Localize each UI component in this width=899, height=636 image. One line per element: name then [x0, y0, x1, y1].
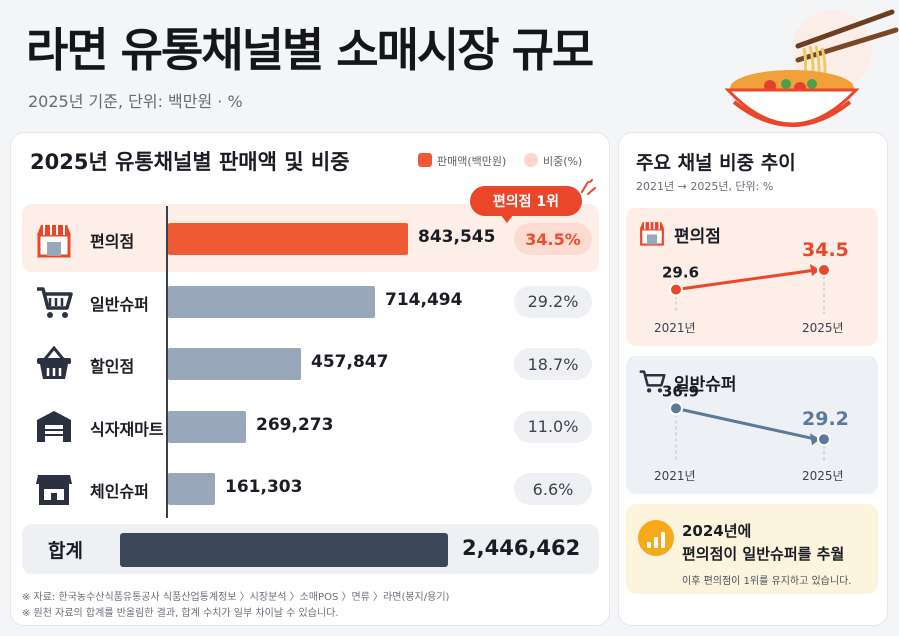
- point-end: [817, 263, 831, 277]
- y-axis-line: [166, 206, 168, 518]
- channel-label: 할인점: [90, 357, 135, 376]
- super-line-chart: 36.9 29.2 2021년 2025년: [654, 382, 849, 483]
- legend-swatch-share: [524, 153, 538, 167]
- bar-1: [168, 285, 375, 318]
- ramen-bowl-illustration: [724, 9, 899, 127]
- page-subtitle: 2025년 기준, 단위: 백만원 · %: [28, 92, 243, 111]
- bar-0: [168, 223, 408, 255]
- chopstick-upper: [795, 9, 895, 49]
- topping-scallion: [781, 79, 791, 89]
- chopstick-lower: [795, 27, 899, 63]
- callout-tail: [500, 214, 514, 223]
- trend-arrow: [810, 433, 820, 446]
- bar-value-label: 714,494: [385, 289, 463, 310]
- page-title: 라면 유통채널별 소매시장 규모: [26, 23, 594, 77]
- total-value: 2,446,462: [462, 536, 581, 560]
- cart-icon: [639, 370, 666, 393]
- store-icon: [34, 220, 74, 260]
- cart-icon: [34, 282, 74, 322]
- bar-value-label: 843,545: [418, 227, 496, 247]
- legend-label-sales: 판매액(백만원): [437, 155, 507, 168]
- store-icon: [639, 222, 665, 246]
- insight-line-1: 2024년에: [682, 522, 752, 540]
- legend-swatch-sales: [418, 153, 432, 167]
- insight-line-2: 편의점이 일반슈퍼를 추월: [682, 545, 845, 563]
- x-tick-label: 2021년: [654, 321, 696, 335]
- insight-line-3: 이후 편의점이 1위를 유지하고 있습니다.: [682, 576, 852, 587]
- share-pill: 11.0%: [514, 410, 592, 443]
- trend-subtitle: 2021년 → 2025년, 단위: %: [636, 180, 774, 193]
- value-label-start: 29.6: [662, 264, 699, 282]
- warehouse-icon: [34, 406, 74, 446]
- sparkle-icon: [581, 179, 596, 195]
- basket-icon: [34, 343, 74, 383]
- trend-line: [675, 406, 817, 441]
- conv-trend-title: 편의점: [674, 227, 721, 247]
- share-pill: 29.2%: [514, 285, 592, 318]
- share-pill: 34.5%: [514, 223, 592, 255]
- trend-line: [675, 268, 817, 292]
- value-label-end: 29.2: [802, 408, 849, 430]
- rounding-footnote: ※ 원천 자료의 합계를 반올림한 결과, 합계 수치가 일부 차이날 수 있습…: [22, 608, 339, 619]
- super-trend-title: 일반슈퍼: [674, 375, 737, 395]
- trend-arrow: [810, 264, 820, 276]
- topping-scallion: [807, 79, 817, 89]
- x-tick-label: 2025년: [802, 321, 844, 335]
- point-start: [669, 401, 683, 416]
- x-tick-label: 2025년: [802, 469, 844, 483]
- x-tick-label: 2021년: [654, 469, 696, 483]
- channel-label: 편의점: [90, 232, 135, 251]
- bar-value-label: 269,273: [256, 414, 334, 435]
- total-bar: [120, 533, 448, 567]
- chart-bars-icon: [638, 520, 674, 556]
- bar-value-label: 457,847: [311, 352, 389, 372]
- shop-icon: [34, 469, 74, 509]
- source-footnote: ※ 자료: 한국농수산식품유통공사 식품산업통계정보 〉시장분석 〉소매POS …: [22, 592, 450, 603]
- leader-callout: 편의점 1위: [470, 186, 582, 216]
- point-end: [817, 432, 831, 447]
- bar-2: [168, 348, 301, 380]
- conv-trend-card: [626, 208, 878, 346]
- bar-3: [168, 410, 246, 443]
- channel-label: 식자재마트: [90, 419, 164, 439]
- bowl-stripe: [732, 100, 852, 127]
- legend-label-share: 비중(%): [543, 155, 583, 168]
- trend-title: 주요 채널 비중 추이: [636, 152, 796, 174]
- channel-label: 체인슈퍼: [90, 482, 149, 501]
- share-pill: 18.7%: [514, 348, 592, 380]
- total-label: 합계: [48, 540, 83, 562]
- share-pill: 6.6%: [514, 473, 592, 505]
- value-label-end: 34.5: [802, 239, 849, 261]
- bar-4: [168, 473, 215, 505]
- bowl: [724, 88, 860, 126]
- chart-title: 2025년 유통채널별 판매액 및 비중: [30, 150, 350, 174]
- point-start: [669, 282, 683, 297]
- conv-line-chart: 29.6 34.5 2021년 2025년: [654, 239, 849, 335]
- bar-value-label: 161,303: [225, 477, 303, 497]
- value-label-start: 36.9: [662, 382, 699, 400]
- channel-label: 일반슈퍼: [90, 294, 149, 314]
